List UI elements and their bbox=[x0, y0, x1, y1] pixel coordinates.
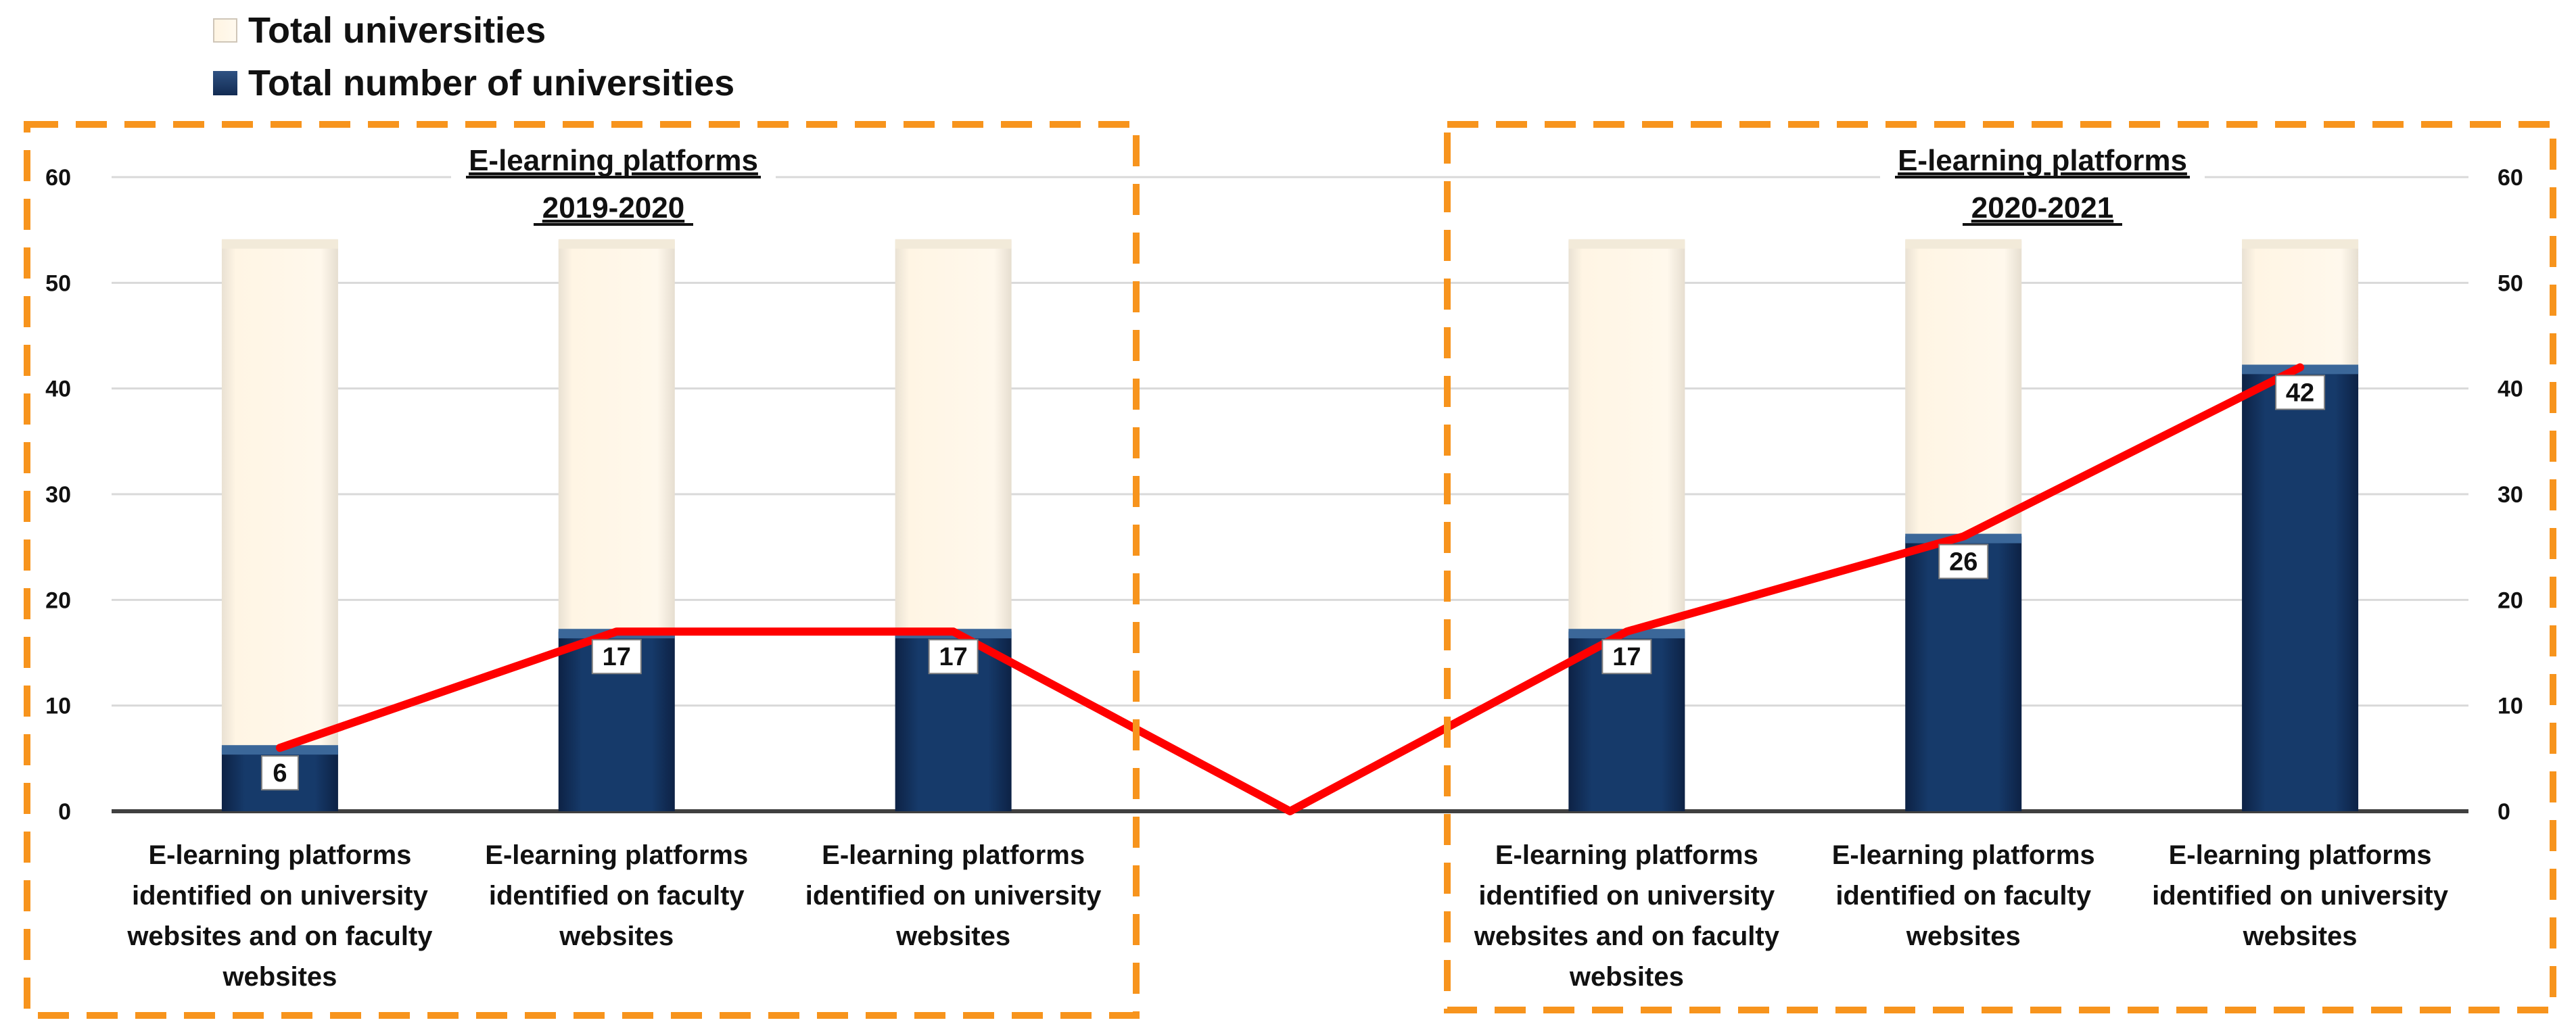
bar-cap-light bbox=[1568, 239, 1685, 249]
data-label-box bbox=[1601, 639, 1652, 675]
y2-tick-label: 0 bbox=[2498, 799, 2510, 825]
panel-title-bg bbox=[451, 135, 776, 230]
category-label: identified on faculty bbox=[1835, 881, 2092, 911]
y2-tick-label: 30 bbox=[2498, 482, 2523, 508]
data-label-box bbox=[2275, 375, 2326, 410]
panel-title-line2: 2020-2021 bbox=[1971, 191, 2113, 224]
bar-total-universities bbox=[1568, 240, 1685, 632]
y2-tick-label: 10 bbox=[2498, 694, 2523, 719]
y2-tick-label: 40 bbox=[2498, 377, 2523, 402]
panel-title-line1: E-learning platforms bbox=[469, 144, 758, 177]
y-tick-label: 40 bbox=[45, 377, 71, 402]
bar-total-universities bbox=[2242, 240, 2359, 368]
bar-cap-light bbox=[221, 239, 338, 249]
legend-item-total-universities: Total universities bbox=[213, 4, 734, 57]
data-label: 26 bbox=[1949, 548, 1977, 577]
y-tick-label: 10 bbox=[45, 694, 71, 719]
data-label: 42 bbox=[2286, 379, 2314, 407]
data-label: 17 bbox=[1612, 643, 1641, 671]
line-series bbox=[275, 363, 2305, 815]
category-label: websites bbox=[559, 921, 674, 951]
legend-swatch-dark bbox=[213, 71, 237, 95]
panel-title-bg bbox=[1880, 135, 2205, 230]
data-label: 6 bbox=[273, 759, 287, 788]
y-tick-label: 50 bbox=[45, 270, 71, 296]
bar-total-universities bbox=[895, 240, 1012, 632]
y2-tick-label: 20 bbox=[2498, 587, 2523, 613]
bar-cap-light bbox=[2242, 239, 2359, 249]
y-tick-label: 20 bbox=[45, 587, 71, 613]
panel-frame bbox=[1444, 121, 2556, 1013]
legend-label: Total number of universities bbox=[248, 63, 735, 103]
data-label-box bbox=[260, 755, 299, 791]
data-label: 17 bbox=[603, 643, 631, 671]
legend-item-total-number: Total number of universities bbox=[213, 57, 734, 110]
category-label: websites bbox=[2243, 921, 2358, 951]
panel-frame bbox=[24, 121, 1140, 1019]
bar-cap-light bbox=[895, 239, 1012, 249]
bar-cap-light bbox=[558, 239, 675, 249]
bar-total-universities bbox=[558, 240, 675, 632]
bar-cap-light bbox=[1905, 239, 2022, 249]
data-label-box bbox=[928, 639, 979, 675]
category-label: identified on university bbox=[805, 881, 1102, 911]
data-label: 17 bbox=[939, 643, 968, 671]
category-label: websites bbox=[222, 962, 337, 992]
category-label: websites bbox=[1569, 962, 1684, 992]
category-label: identified on university bbox=[132, 881, 429, 911]
category-label: E-learning platforms bbox=[822, 840, 1085, 870]
bar-total-number bbox=[2242, 367, 2359, 811]
y-tick-label: 0 bbox=[58, 799, 71, 825]
y2-tick-label: 60 bbox=[2498, 165, 2523, 191]
category-label: E-learning platforms bbox=[1495, 840, 1758, 870]
y-tick-label: 60 bbox=[45, 165, 71, 191]
data-label-box bbox=[591, 639, 642, 675]
panel-title-line1: E-learning platforms bbox=[1898, 144, 2187, 177]
category-label: websites bbox=[1906, 921, 2021, 951]
category-label: E-learning platforms bbox=[485, 840, 748, 870]
y2-tick-label: 50 bbox=[2498, 270, 2523, 296]
bar-total-universities bbox=[221, 240, 338, 748]
category-label: identified on university bbox=[2152, 881, 2449, 911]
legend: Total universities Total number of unive… bbox=[213, 4, 734, 110]
bar-total-number bbox=[1905, 536, 2022, 811]
category-label: websites and on faculty bbox=[126, 921, 433, 951]
y-tick-label: 30 bbox=[45, 482, 71, 508]
bar-total-universities bbox=[1905, 240, 2022, 537]
category-label: E-learning platforms bbox=[1832, 840, 2095, 870]
category-label: websites and on faculty bbox=[1474, 921, 1780, 951]
category-label: identified on faculty bbox=[489, 881, 745, 911]
data-label-box bbox=[1938, 544, 1989, 579]
panel-title-line2: 2019-2020 bbox=[542, 191, 684, 224]
category-label: identified on university bbox=[1478, 881, 1775, 911]
category-label: websites bbox=[895, 921, 1010, 951]
legend-label: Total universities bbox=[248, 10, 546, 51]
category-label: E-learning platforms bbox=[2169, 840, 2432, 870]
category-label: E-learning platforms bbox=[148, 840, 411, 870]
legend-swatch-light bbox=[213, 18, 237, 43]
